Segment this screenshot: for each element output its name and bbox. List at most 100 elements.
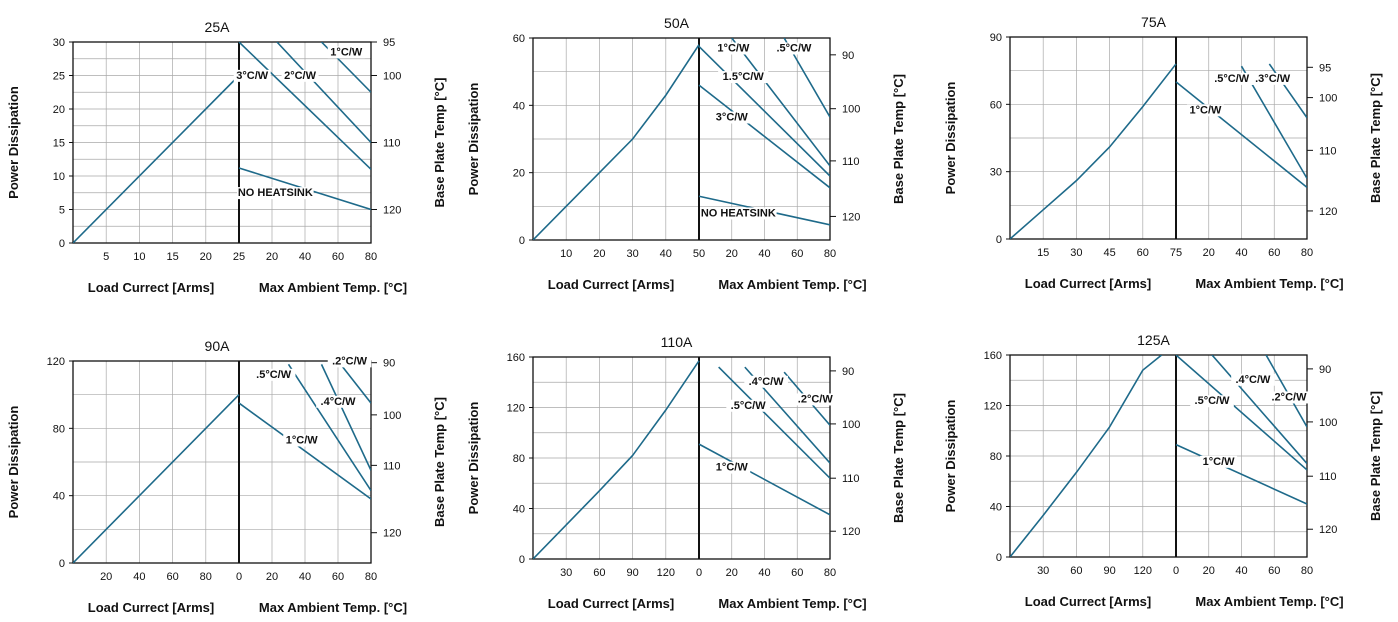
- y-tick-label: 0: [519, 554, 525, 566]
- series-label-bg: [327, 355, 372, 368]
- x-axis-label-left: Load Currect [Arms]: [1025, 276, 1151, 291]
- series-label: 1°C/W: [717, 42, 750, 54]
- y2-tick-label: 100: [383, 71, 401, 83]
- y2-tick-label: 90: [383, 358, 395, 370]
- y-axis-label: Power Dissipation: [943, 400, 958, 513]
- x-tick-label-right: 80: [1301, 247, 1313, 259]
- plot-frame: [532, 37, 831, 241]
- x-tick-label-left: 60: [166, 571, 178, 583]
- series-label-bg: [1200, 455, 1238, 468]
- series-line-.2°C/W: [1265, 355, 1307, 428]
- y-tick-label: 0: [59, 558, 65, 570]
- series-label-bg: [237, 187, 314, 200]
- x-tick-label-left: 60: [1070, 565, 1082, 577]
- x-tick-label-right: 80: [824, 248, 836, 260]
- y-tick-label: 25: [53, 71, 65, 83]
- series-label-bg: [281, 69, 319, 82]
- series-label: .5°C/W: [1195, 395, 1231, 407]
- x-tick-label-right: 60: [791, 567, 803, 579]
- chart-90A: 90A 0 40 80 120 20 40 60 80 0 20 40 60 80 90 100 110 120 P…: [6, 338, 447, 615]
- series-label: .4°C/W: [321, 396, 357, 408]
- y2-tick-label: 120: [383, 205, 401, 217]
- y2-tick-label: 100: [842, 419, 860, 431]
- chart-title: 90A: [205, 338, 231, 354]
- series-line-1°C/W: [698, 443, 830, 516]
- y-tick-label: 160: [984, 350, 1002, 362]
- series-label: 1°C/W: [1203, 456, 1236, 468]
- y-tick-label: 5: [59, 205, 65, 217]
- series-label: 1°C/W: [330, 46, 363, 58]
- x-axis-label-right: Max Ambient Temp. [°C]: [259, 600, 407, 615]
- x-tick-label-right: 40: [758, 567, 770, 579]
- x-tick-label-left: 20: [100, 571, 112, 583]
- y-tick-label: 60: [513, 33, 525, 45]
- series-label-bg: [316, 395, 360, 408]
- series-line-.4°C/W: [320, 364, 371, 471]
- y-tick-label: 120: [47, 356, 65, 368]
- y2-axis-label: Base Plate Temp [°C]: [1368, 73, 1383, 203]
- series-label-bg: [793, 393, 838, 406]
- x-tick-label-left: 90: [626, 567, 638, 579]
- x-tick-label-right: 80: [365, 571, 377, 583]
- x-tick-label-left: 15: [1037, 247, 1049, 259]
- series-label-bg: [1186, 104, 1224, 117]
- x-tick-label-right: 60: [1268, 247, 1280, 259]
- series-label: .5°C/W: [731, 400, 767, 412]
- load-curve-line: [73, 394, 240, 563]
- x-tick-label-right: 20: [266, 251, 278, 263]
- y-tick-label: 10: [53, 171, 65, 183]
- y-tick-label: 0: [996, 552, 1002, 564]
- x-tick-label-right: 40: [758, 248, 770, 260]
- x-tick-label-right: 60: [332, 251, 344, 263]
- series-label: 1°C/W: [716, 462, 749, 474]
- y2-tick-label: 110: [1319, 471, 1337, 483]
- x-tick-label-left: 20: [593, 248, 605, 260]
- y-tick-label: 120: [507, 403, 525, 415]
- plot-frame: [72, 360, 372, 564]
- y2-tick-label: 95: [383, 37, 395, 49]
- y2-tick-label: 90: [842, 366, 854, 378]
- series-line-.5°C/W: [287, 363, 371, 492]
- series-label: 2°C/W: [284, 70, 317, 82]
- y-axis-label: Power Dissipation: [6, 406, 21, 519]
- chart-25A: 25A 0 5 10 15 20 25 30 5 10 15 20 25 20 40 60 80 95 100 110…: [6, 19, 447, 295]
- series-line-.4°C/W: [1211, 355, 1307, 465]
- load-curve-line: [73, 74, 240, 243]
- y-tick-label: 20: [53, 104, 65, 116]
- x-tick-label-right: 25: [233, 251, 245, 263]
- x-tick-label-left: 10: [133, 251, 145, 263]
- gridlines: [533, 38, 830, 240]
- y2-axis-label: Base Plate Temp [°C]: [432, 397, 447, 527]
- x-tick-label-right: 60: [332, 571, 344, 583]
- chart-title: 110A: [661, 334, 693, 350]
- gridlines: [73, 361, 371, 563]
- series-line-.2°C/W: [337, 361, 371, 404]
- x-tick-label-right: 40: [299, 571, 311, 583]
- x-tick-label-left: 20: [200, 251, 212, 263]
- y2-tick-label: 120: [1319, 206, 1337, 218]
- x-tick-label-right: 80: [824, 567, 836, 579]
- gridlines: [73, 42, 371, 243]
- y2-tick-label: 90: [842, 50, 854, 62]
- series-label-bg: [327, 46, 365, 59]
- series-label-bg: [251, 368, 296, 381]
- x-axis-label-left: Load Currect [Arms]: [88, 280, 214, 295]
- load-curve-line: [533, 44, 700, 240]
- gridlines: [1010, 37, 1307, 239]
- y2-axis-label: Base Plate Temp [°C]: [1368, 391, 1383, 521]
- y-axis-label: Power Dissipation: [466, 402, 481, 515]
- series-line-.5°C/W: [718, 366, 830, 479]
- y-tick-label: 20: [513, 168, 525, 180]
- series-label-bg: [283, 434, 321, 447]
- x-tick-label-right: 40: [1235, 247, 1247, 259]
- chart-125A: 125A 0 40 80 120 160 30 60 90 120 0 20 40 60 80 90 100 11…: [943, 332, 1383, 609]
- y-tick-label: 30: [53, 37, 65, 49]
- series-label-bg: [744, 375, 788, 388]
- x-tick-label-right: 20: [1203, 247, 1215, 259]
- series-label-bg: [726, 399, 770, 412]
- y-tick-label: 15: [53, 138, 65, 150]
- y2-tick-label: 110: [1319, 145, 1337, 157]
- y2-tick-label: 120: [842, 526, 860, 538]
- series-line-3°C/W: [698, 84, 830, 189]
